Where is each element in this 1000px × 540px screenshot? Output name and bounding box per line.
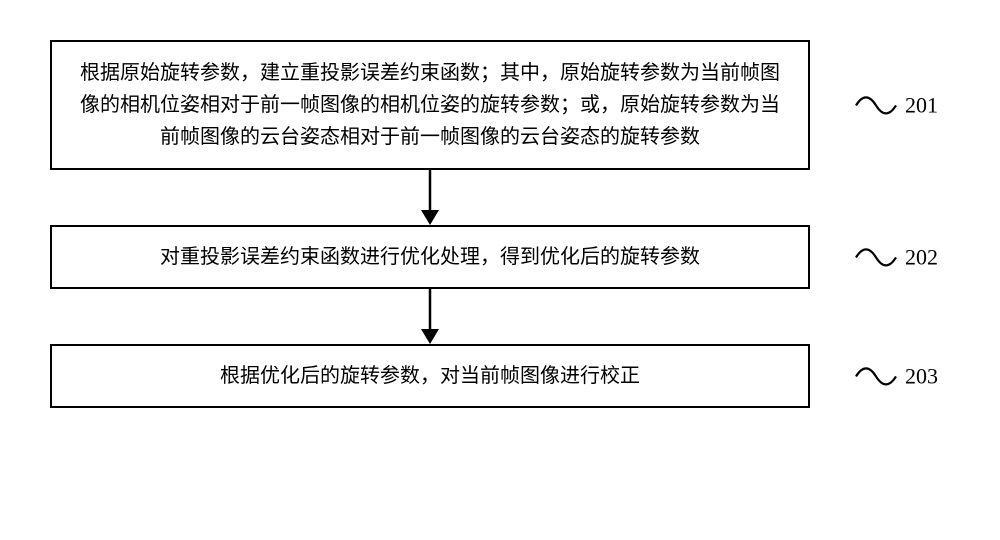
step-number-2: 202	[905, 239, 938, 274]
arrow-down-icon	[415, 170, 445, 225]
step-label-2: 202	[854, 239, 938, 274]
step-label-3: 203	[854, 358, 938, 393]
step-label-1: 201	[854, 87, 938, 122]
wave-connector-icon	[854, 88, 899, 123]
step-number-1: 201	[905, 87, 938, 122]
step-box-2: 对重投影误差约束函数进行优化处理，得到优化后的旋转参数 202	[50, 225, 810, 289]
step-number-3: 203	[905, 358, 938, 393]
step-text-1: 根据原始旋转参数，建立重投影误差约束函数；其中，原始旋转参数为当前帧图像的相机位…	[72, 57, 788, 153]
wave-connector-icon	[854, 359, 899, 394]
step-box-3: 根据优化后的旋转参数，对当前帧图像进行校正 203	[50, 344, 810, 408]
flowchart-container: 根据原始旋转参数，建立重投影误差约束函数；其中，原始旋转参数为当前帧图像的相机位…	[50, 40, 950, 408]
arrow-down-icon	[415, 289, 445, 344]
step-box-1: 根据原始旋转参数，建立重投影误差约束函数；其中，原始旋转参数为当前帧图像的相机位…	[50, 40, 810, 170]
arrow-2-3	[50, 289, 810, 344]
arrow-1-2	[50, 170, 810, 225]
wave-connector-icon	[854, 240, 899, 275]
step-text-2: 对重投影误差约束函数进行优化处理，得到优化后的旋转参数	[160, 241, 700, 273]
step-text-3: 根据优化后的旋转参数，对当前帧图像进行校正	[220, 360, 640, 392]
